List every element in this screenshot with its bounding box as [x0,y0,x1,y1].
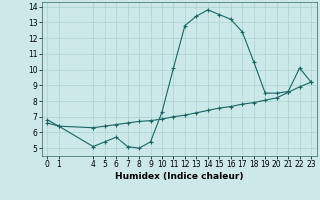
X-axis label: Humidex (Indice chaleur): Humidex (Indice chaleur) [115,172,244,181]
